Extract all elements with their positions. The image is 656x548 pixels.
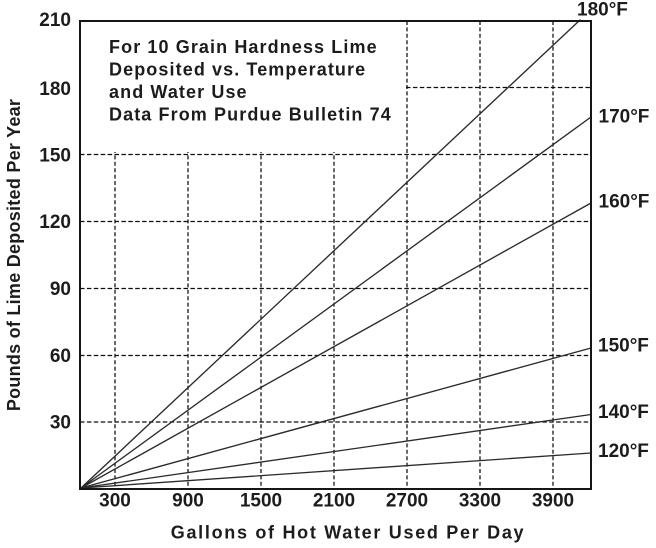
svg-text:3300: 3300	[459, 491, 501, 512]
svg-text:Data From Purdue Bulletin 74: Data From Purdue Bulletin 74	[109, 105, 392, 125]
svg-text:170°F: 170°F	[599, 107, 650, 128]
svg-text:Gallons of Hot Water Used Per: Gallons of Hot Water Used Per Day	[171, 523, 526, 543]
svg-text:300: 300	[99, 491, 131, 512]
svg-text:150°F: 150°F	[598, 336, 649, 357]
svg-text:For 10 Grain Hardness Lime: For 10 Grain Hardness Lime	[109, 37, 378, 57]
svg-text:120: 120	[39, 212, 71, 233]
svg-text:180: 180	[39, 79, 71, 100]
svg-text:1500: 1500	[240, 491, 282, 512]
svg-text:140°F: 140°F	[598, 402, 649, 423]
svg-text:2700: 2700	[386, 491, 428, 512]
svg-text:120°F: 120°F	[598, 441, 649, 462]
svg-text:210: 210	[39, 10, 71, 31]
svg-text:3900: 3900	[532, 491, 574, 512]
svg-text:Deposited vs. Temperature: Deposited vs. Temperature	[109, 60, 366, 80]
svg-text:900: 900	[172, 491, 204, 512]
svg-text:90: 90	[50, 279, 71, 300]
svg-text:60: 60	[50, 346, 71, 367]
svg-text:160°F: 160°F	[599, 192, 650, 213]
svg-text:30: 30	[50, 413, 71, 434]
svg-text:and Water Use: and Water Use	[109, 82, 248, 102]
svg-text:Pounds of Lime Deposited Per Y: Pounds of Lime Deposited Per Year	[4, 99, 24, 411]
svg-text:2100: 2100	[313, 491, 355, 512]
svg-text:150: 150	[39, 146, 71, 167]
svg-text:180°F: 180°F	[577, 0, 628, 21]
